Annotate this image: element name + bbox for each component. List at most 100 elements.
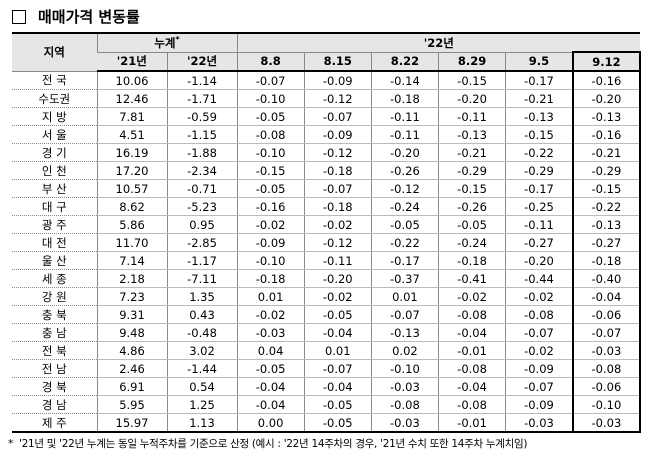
value-cell: -7.11 — [166, 269, 238, 288]
value-cell: -0.21 — [437, 143, 506, 162]
value-cell: -0.22 — [370, 233, 439, 252]
value-cell: -0.05 — [437, 215, 506, 234]
region-cell: 충 북 — [12, 305, 97, 324]
value-cell: -0.04 — [571, 287, 642, 306]
table-row: 전 국 10.06 -1.14 -0.07 -0.09 -0.14 -0.15 -0.17 -0… — [12, 71, 642, 90]
value-cell: 16.19 — [96, 143, 167, 162]
value-cell: -0.48 — [166, 323, 238, 342]
value-cell: -0.13 — [571, 107, 642, 126]
value-cell: -1.71 — [166, 89, 238, 108]
value-cell: -0.07 — [370, 305, 439, 324]
value-cell: -0.05 — [236, 107, 305, 126]
column-header: 8.29 — [437, 52, 506, 72]
table-row: 경 북 6.91 0.54 -0.04 -0.04 -0.03 -0.04 -0.07 -0.0… — [12, 377, 642, 396]
value-cell: 2.46 — [96, 359, 167, 378]
value-cell: -0.27 — [505, 233, 573, 252]
region-cell: 울 산 — [12, 251, 97, 270]
value-cell: -5.23 — [166, 197, 238, 216]
value-cell: -0.12 — [303, 233, 372, 252]
value-cell: 7.14 — [96, 251, 167, 270]
value-cell: -0.02 — [437, 287, 506, 306]
value-cell: -0.04 — [437, 323, 506, 342]
value-cell: -0.24 — [370, 197, 439, 216]
value-cell: -0.15 — [571, 179, 642, 198]
value-cell: -0.07 — [571, 323, 642, 342]
value-cell: -0.20 — [571, 89, 642, 108]
value-cell: -0.14 — [370, 71, 439, 90]
value-cell: -0.04 — [303, 323, 372, 342]
value-cell: -0.08 — [437, 305, 506, 324]
value-cell: -1.88 — [166, 143, 238, 162]
value-cell: -0.11 — [370, 125, 439, 144]
value-cell: 0.00 — [236, 413, 305, 433]
region-cell: 경 북 — [12, 377, 97, 396]
value-cell: -0.07 — [236, 71, 305, 90]
value-cell: -0.06 — [571, 377, 642, 396]
value-cell: -0.17 — [370, 251, 439, 270]
value-cell: 4.86 — [96, 341, 167, 360]
region-cell: 대 구 — [12, 197, 97, 216]
footnote-text: '21년 및 '22년 누계는 동일 누적주차를 기준으로 산정 (예시 : '… — [19, 438, 528, 450]
value-cell: -0.20 — [303, 269, 372, 288]
value-cell: 0.01 — [236, 287, 305, 306]
table-row: 전 북 4.86 3.02 0.04 0.01 0.02 -0.01 -0.02 -0.03 — [12, 341, 642, 360]
value-cell: -0.59 — [166, 107, 238, 126]
value-cell: -0.13 — [370, 323, 439, 342]
table-row: 대 전 11.70 -2.85 -0.09 -0.12 -0.22 -0.24 -0.27 -0… — [12, 233, 642, 252]
value-cell: -1.17 — [166, 251, 238, 270]
value-cell: -0.17 — [505, 71, 573, 90]
value-cell: 0.02 — [370, 341, 439, 360]
value-cell: -0.07 — [303, 107, 372, 126]
value-cell: -0.29 — [505, 161, 573, 180]
value-cell: -0.03 — [571, 341, 642, 360]
value-cell: -0.05 — [370, 215, 439, 234]
value-cell: -0.03 — [370, 377, 439, 396]
table-head: 지역 누계* '22년 '21년 '22년 8.8 8.15 8.22 8.29 9.5 9.… — [12, 32, 642, 72]
value-cell: -0.13 — [571, 215, 642, 234]
table-row: 부 산 10.57 -0.71 -0.05 -0.07 -0.12 -0.15 -0.17 -0… — [12, 179, 642, 198]
value-cell: -0.02 — [505, 287, 573, 306]
value-cell: -0.11 — [370, 107, 439, 126]
value-cell: -0.10 — [236, 89, 305, 108]
value-cell: 9.31 — [96, 305, 167, 324]
value-cell: -0.07 — [303, 179, 372, 198]
value-cell: -0.12 — [370, 179, 439, 198]
footnote-mark: * — [175, 34, 180, 44]
price-change-table: 지역 누계* '22년 '21년 '22년 8.8 8.15 8.22 8.29 9.5 9.… — [12, 32, 642, 433]
table-row: 인 천 17.20 -2.34 -0.15 -0.18 -0.26 -0.29 -0.29 -0… — [12, 161, 642, 180]
value-cell: 0.95 — [166, 215, 238, 234]
value-cell: -0.08 — [437, 359, 506, 378]
value-cell: -0.41 — [437, 269, 506, 288]
table-row: 지 방 7.81 -0.59 -0.05 -0.07 -0.11 -0.11 -0.13 -0.… — [12, 107, 642, 126]
value-cell: -2.34 — [166, 161, 238, 180]
value-cell: -0.04 — [303, 377, 372, 396]
value-cell: 5.95 — [96, 395, 167, 414]
value-cell: -0.08 — [505, 305, 573, 324]
value-cell: -0.16 — [236, 197, 305, 216]
value-cell: -0.09 — [505, 359, 573, 378]
value-cell: -0.02 — [236, 215, 305, 234]
value-cell: -0.15 — [437, 71, 506, 90]
table-row: 강 원 7.23 1.35 0.01 -0.02 0.01 -0.02 -0.02 -0.04 — [12, 287, 642, 306]
value-cell: -0.10 — [236, 143, 305, 162]
value-cell: 12.46 — [96, 89, 167, 108]
region-cell: 인 천 — [12, 161, 97, 180]
column-header: 8.22 — [370, 52, 439, 72]
value-cell: 17.20 — [96, 161, 167, 180]
value-cell: -0.22 — [571, 197, 642, 216]
table-row: 충 북 9.31 0.43 -0.02 -0.05 -0.07 -0.08 -0.08 -0.0… — [12, 305, 642, 324]
value-cell: 3.02 — [166, 341, 238, 360]
region-cell: 경 기 — [12, 143, 97, 162]
value-cell: 7.81 — [96, 107, 167, 126]
value-cell: -1.14 — [166, 71, 238, 90]
value-cell: -0.07 — [505, 323, 573, 342]
value-cell: 15.97 — [96, 413, 167, 433]
value-cell: -0.10 — [571, 395, 642, 414]
value-cell: -0.29 — [437, 161, 506, 180]
cumulative-header: 누계* — [96, 32, 238, 53]
value-cell: 0.01 — [303, 341, 372, 360]
value-cell: -0.18 — [303, 161, 372, 180]
table-body: 전 국 10.06 -1.14 -0.07 -0.09 -0.14 -0.15 -0.17 -0… — [12, 71, 642, 433]
table-row: 대 구 8.62 -5.23 -0.16 -0.18 -0.24 -0.26 -0.25 -0.… — [12, 197, 642, 216]
value-cell: 0.54 — [166, 377, 238, 396]
